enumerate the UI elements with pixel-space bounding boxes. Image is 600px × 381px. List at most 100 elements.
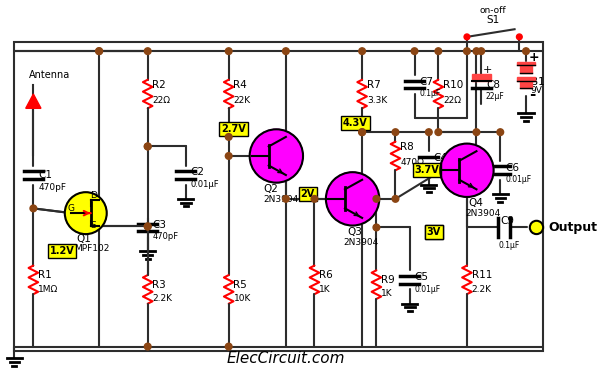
Text: C7: C7: [419, 77, 433, 87]
Text: 22Ω: 22Ω: [152, 96, 170, 105]
Text: 2V: 2V: [301, 189, 315, 199]
Text: Q4: Q4: [469, 199, 484, 208]
Text: R6: R6: [319, 271, 333, 280]
Text: 9V: 9V: [531, 86, 542, 95]
Text: 2.2K: 2.2K: [152, 294, 172, 303]
Bar: [517, 62, 535, 66]
Text: S1: S1: [487, 14, 500, 24]
Bar: [14, 42, 543, 351]
Text: 3.7V: 3.7V: [415, 165, 439, 175]
Circle shape: [373, 224, 380, 231]
Bar: [520, 66, 532, 73]
Circle shape: [145, 223, 151, 230]
Text: 1K: 1K: [381, 290, 393, 298]
Circle shape: [435, 129, 442, 136]
Circle shape: [497, 129, 503, 136]
Text: 3V: 3V: [427, 227, 441, 237]
Text: Antenna: Antenna: [29, 70, 70, 80]
Circle shape: [145, 143, 151, 150]
Text: R2: R2: [152, 80, 166, 90]
Text: C6: C6: [505, 163, 519, 173]
Circle shape: [30, 205, 37, 212]
Bar: [520, 81, 532, 88]
Text: S: S: [91, 221, 96, 231]
Circle shape: [283, 48, 289, 54]
Text: on-off: on-off: [480, 6, 506, 15]
Circle shape: [145, 343, 151, 350]
Text: C4: C4: [434, 153, 448, 163]
Text: C1: C1: [38, 170, 52, 180]
Text: 1.2V: 1.2V: [50, 246, 74, 256]
Text: 3.3K: 3.3K: [367, 96, 387, 105]
Text: C5: C5: [415, 272, 428, 282]
Circle shape: [473, 129, 480, 136]
Text: 2.7V: 2.7V: [221, 124, 246, 134]
Circle shape: [435, 48, 442, 54]
Circle shape: [478, 48, 485, 54]
Text: MPF102: MPF102: [74, 244, 110, 253]
Circle shape: [96, 48, 103, 54]
Circle shape: [392, 195, 399, 202]
Text: C2: C2: [191, 167, 205, 178]
FancyArrowPatch shape: [469, 183, 474, 188]
Text: Q1: Q1: [76, 234, 91, 244]
Text: D: D: [90, 191, 97, 200]
Circle shape: [392, 129, 399, 136]
Circle shape: [226, 134, 232, 140]
Text: C8: C8: [486, 80, 500, 90]
Text: 22μF: 22μF: [486, 92, 505, 101]
Circle shape: [464, 34, 470, 40]
Circle shape: [359, 129, 365, 136]
Text: 0.001μF: 0.001μF: [434, 165, 464, 174]
Text: 2.2K: 2.2K: [472, 285, 491, 294]
Text: 470pF: 470pF: [38, 182, 66, 192]
Circle shape: [373, 195, 380, 202]
Text: R10: R10: [443, 80, 463, 90]
Text: 2N3904: 2N3904: [263, 195, 298, 204]
Text: R7: R7: [367, 80, 380, 90]
Circle shape: [65, 192, 107, 234]
Circle shape: [326, 172, 379, 226]
Text: 10K: 10K: [233, 294, 251, 303]
Circle shape: [283, 195, 289, 202]
Circle shape: [96, 48, 103, 54]
Text: R11: R11: [472, 271, 492, 280]
Circle shape: [145, 143, 151, 150]
Text: C9: C9: [500, 216, 514, 226]
Text: Q3: Q3: [348, 227, 362, 237]
Circle shape: [359, 129, 365, 136]
Text: 0.01μF: 0.01μF: [415, 285, 440, 294]
Circle shape: [359, 48, 365, 54]
Text: +: +: [529, 51, 539, 64]
Text: 22K: 22K: [233, 96, 251, 105]
Bar: [472, 74, 491, 81]
Text: -: -: [529, 87, 535, 102]
Circle shape: [145, 48, 151, 54]
Circle shape: [226, 343, 232, 350]
Text: R9: R9: [381, 275, 395, 285]
Text: G: G: [67, 204, 74, 213]
Circle shape: [250, 129, 303, 182]
Text: C3: C3: [152, 220, 166, 230]
Text: Q2: Q2: [263, 184, 278, 194]
Text: B1: B1: [531, 77, 545, 87]
Circle shape: [145, 223, 151, 230]
Circle shape: [226, 48, 232, 54]
Circle shape: [311, 195, 318, 202]
Circle shape: [226, 153, 232, 159]
Circle shape: [523, 48, 529, 54]
Text: 470Ω: 470Ω: [400, 158, 424, 167]
FancyArrowPatch shape: [84, 211, 91, 215]
Text: 470pF: 470pF: [152, 232, 179, 241]
Text: 22Ω: 22Ω: [443, 96, 461, 105]
Text: 2N3904: 2N3904: [465, 209, 500, 218]
Circle shape: [440, 144, 494, 197]
Text: R4: R4: [233, 80, 247, 90]
Text: Output: Output: [548, 221, 597, 234]
Circle shape: [517, 34, 522, 40]
Text: 3V: 3V: [427, 227, 441, 237]
Text: 0.1μF: 0.1μF: [499, 241, 520, 250]
Polygon shape: [26, 94, 41, 108]
Circle shape: [411, 48, 418, 54]
FancyArrowPatch shape: [354, 212, 360, 216]
